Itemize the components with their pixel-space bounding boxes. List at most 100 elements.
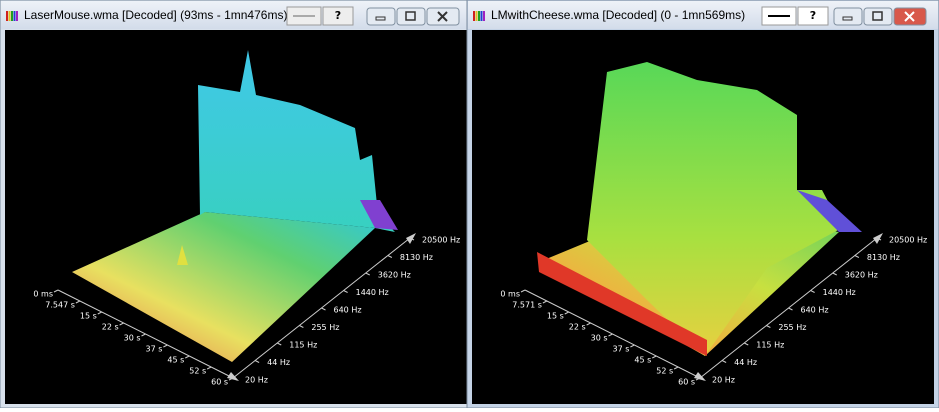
time-label: 22 s bbox=[569, 323, 586, 332]
freq-tick bbox=[321, 307, 326, 311]
time-tick bbox=[141, 333, 146, 337]
window: LMwithCheese.wma [Decoded] (0 - 1mn569ms… bbox=[466, 0, 939, 409]
freq-tick bbox=[810, 290, 815, 293]
time-label: 30 s bbox=[124, 334, 141, 343]
maximize-button[interactable] bbox=[863, 7, 893, 26]
maximize-button[interactable] bbox=[396, 7, 426, 26]
app-icon bbox=[473, 11, 475, 21]
freq-tick bbox=[299, 325, 304, 328]
freq-tick bbox=[854, 255, 860, 258]
app-icon bbox=[480, 11, 483, 21]
app-icon bbox=[6, 11, 8, 21]
time-label: 60 s bbox=[211, 378, 228, 387]
axis-arrow bbox=[694, 372, 706, 381]
time-tick bbox=[542, 300, 548, 304]
freq-tick bbox=[744, 342, 749, 346]
window: LaserMouse.wma [Decoded] (93ms - 1mn476m… bbox=[0, 0, 473, 409]
app-icon bbox=[475, 11, 478, 21]
freq-label: 44 Hz bbox=[734, 358, 757, 367]
time-label: 22 s bbox=[102, 323, 119, 332]
freq-label: 3620 Hz bbox=[378, 271, 411, 280]
spectrum-tail bbox=[797, 190, 862, 232]
time-label: 60 s bbox=[678, 378, 695, 387]
maximize-icon bbox=[405, 11, 416, 21]
time-tick bbox=[673, 366, 679, 370]
freq-tick bbox=[766, 325, 771, 328]
time-label: 15 s bbox=[80, 312, 97, 321]
help-button[interactable] bbox=[322, 6, 354, 26]
close-icon bbox=[437, 11, 448, 22]
axis-arrow bbox=[227, 372, 239, 381]
freq-tick bbox=[277, 342, 282, 346]
time-label: 37 s bbox=[145, 345, 162, 354]
freq-label: 640 Hz bbox=[801, 306, 829, 315]
time-tick bbox=[695, 377, 701, 381]
time-label: 30 s bbox=[591, 334, 608, 343]
window-title: LaserMouse.wma [Decoded] (93ms - 1mn476m… bbox=[24, 8, 287, 22]
spectrum-wall bbox=[198, 50, 395, 232]
freq-label: 1440 Hz bbox=[823, 288, 856, 297]
freq-tick bbox=[232, 377, 238, 381]
time-tick bbox=[630, 344, 635, 348]
minimize-icon bbox=[842, 16, 853, 21]
app-icon bbox=[13, 11, 16, 21]
freq-tick bbox=[365, 272, 370, 276]
time-label: 45 s bbox=[167, 356, 184, 365]
close-icon bbox=[904, 11, 915, 22]
freq-label: 115 Hz bbox=[289, 341, 317, 350]
freq-tick bbox=[409, 237, 415, 241]
time-label: 7.547 s bbox=[45, 301, 75, 310]
help-button[interactable] bbox=[797, 6, 829, 26]
freq-tick bbox=[876, 237, 882, 241]
app-icon bbox=[478, 11, 480, 21]
freq-label: 1440 Hz bbox=[356, 288, 389, 297]
freq-label: 255 Hz bbox=[311, 323, 339, 332]
time-tick bbox=[53, 289, 59, 293]
app-icon bbox=[11, 11, 13, 21]
freq-label: 3620 Hz bbox=[845, 271, 878, 280]
freq-tick bbox=[343, 290, 348, 293]
spectrum-tail bbox=[360, 200, 398, 230]
help-label: ? bbox=[335, 9, 341, 22]
app-icon bbox=[16, 11, 18, 21]
time-label: 45 s bbox=[634, 356, 651, 365]
time-label: 0 ms bbox=[33, 290, 53, 299]
spectrum-front bbox=[537, 252, 707, 356]
time-tick bbox=[652, 355, 657, 359]
spectrum-wall bbox=[587, 62, 842, 356]
time-tick bbox=[119, 322, 124, 326]
time-tick bbox=[75, 300, 81, 304]
time-tick bbox=[206, 366, 212, 370]
freq-tick bbox=[721, 360, 727, 363]
freq-tick bbox=[387, 255, 393, 258]
spectrum-floor bbox=[72, 212, 375, 362]
freq-tick bbox=[788, 307, 793, 311]
window-title: LMwithCheese.wma [Decoded] (0 - 1mn569ms… bbox=[491, 8, 745, 22]
time-tick bbox=[185, 355, 190, 359]
time-tick bbox=[97, 311, 102, 315]
freq-label: 20 Hz bbox=[712, 376, 735, 385]
minimize-icon bbox=[375, 16, 386, 21]
freq-label: 8130 Hz bbox=[400, 253, 433, 262]
freq-label: 640 Hz bbox=[334, 306, 362, 315]
freq-label: 8130 Hz bbox=[867, 253, 900, 262]
app-icon bbox=[483, 11, 485, 21]
time-tick bbox=[564, 311, 569, 315]
time-label: 0 ms bbox=[500, 290, 520, 299]
time-tick bbox=[608, 333, 613, 337]
freq-label: 115 Hz bbox=[756, 341, 784, 350]
freq-label: 255 Hz bbox=[778, 323, 806, 332]
freq-label: 20 Hz bbox=[245, 376, 268, 385]
freq-label: 20500 Hz bbox=[422, 236, 460, 245]
maximize-icon bbox=[872, 11, 883, 21]
freq-tick bbox=[699, 377, 705, 381]
freq-label: 20500 Hz bbox=[889, 236, 927, 245]
app-icon bbox=[8, 11, 11, 21]
time-tick bbox=[228, 377, 234, 381]
help-label: ? bbox=[810, 9, 816, 22]
time-label: 15 s bbox=[547, 312, 564, 321]
time-tick bbox=[586, 322, 591, 326]
time-label: 52 s bbox=[656, 367, 673, 376]
time-label: 7.571 s bbox=[512, 301, 542, 310]
